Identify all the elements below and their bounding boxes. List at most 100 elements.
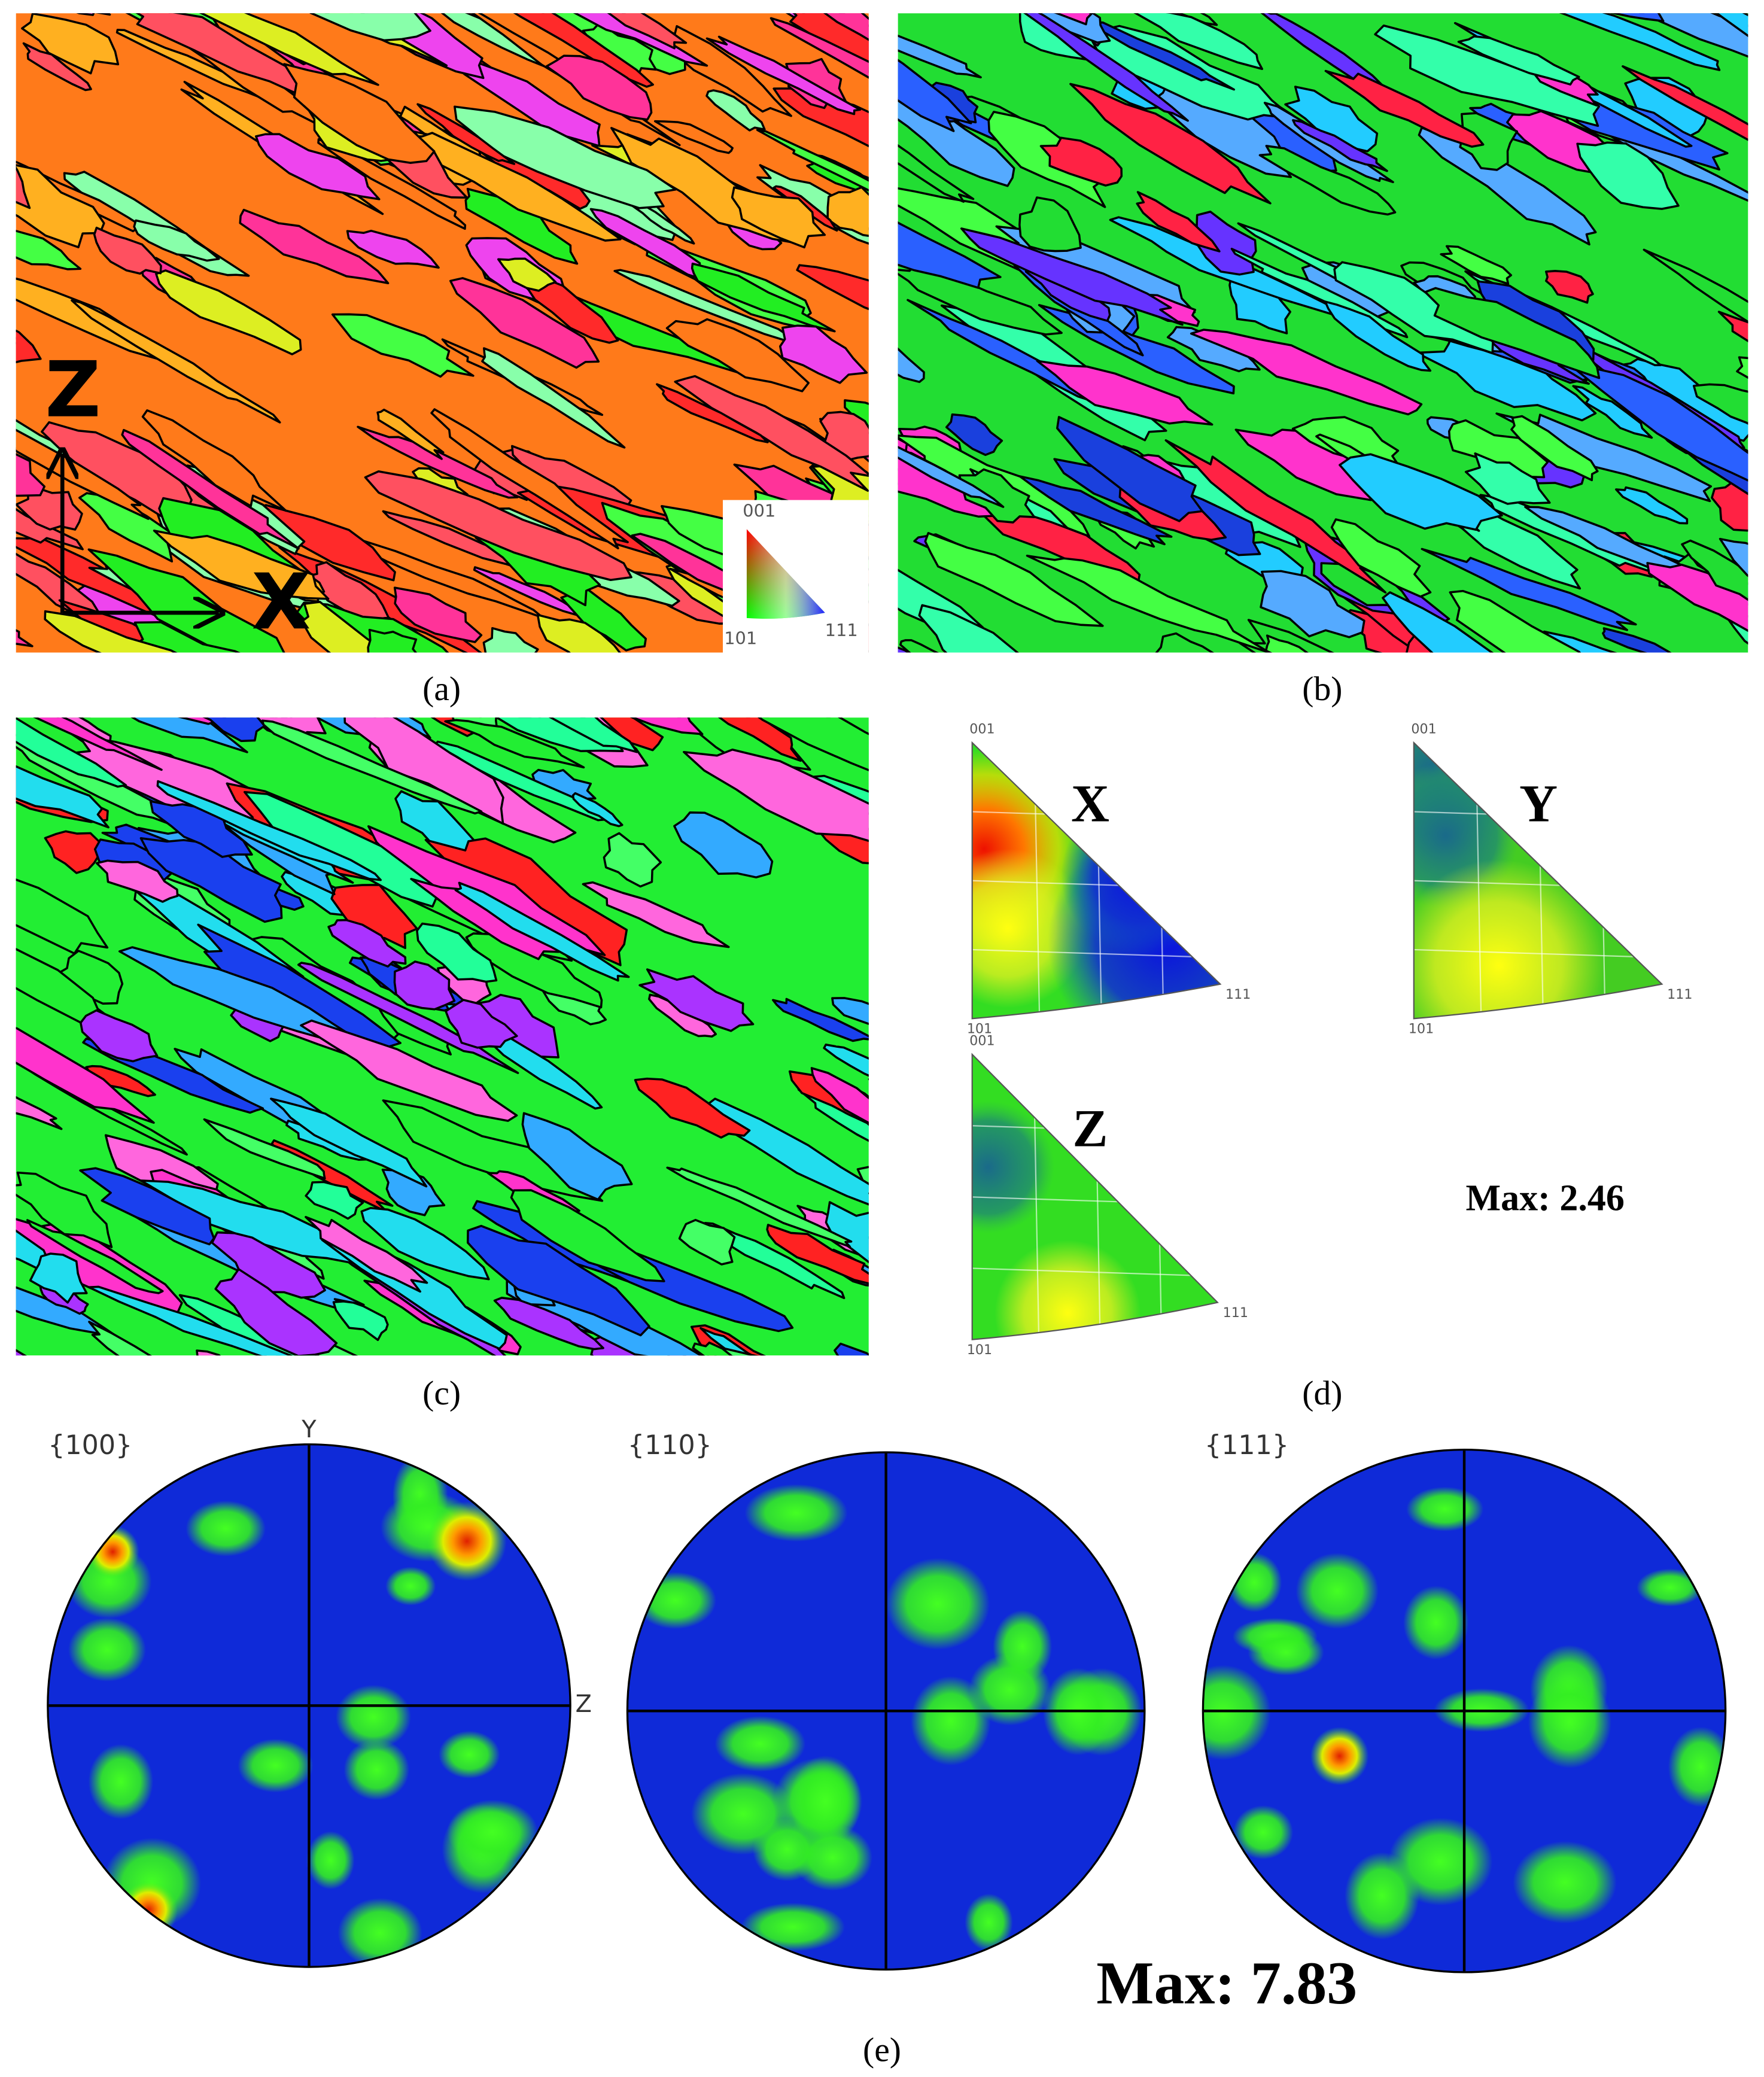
grain — [1545, 270, 1594, 304]
grain — [1023, 13, 1189, 122]
grain — [1153, 83, 1292, 178]
density-blob — [1513, 1841, 1617, 1924]
grain — [497, 257, 557, 292]
grain — [305, 1181, 364, 1220]
grain — [393, 586, 483, 643]
grain — [630, 717, 704, 735]
corner-label: 101 — [967, 1021, 992, 1036]
grain — [482, 627, 539, 653]
grain — [1715, 13, 1748, 38]
grain — [613, 269, 807, 348]
grain — [796, 264, 869, 311]
grain — [133, 219, 220, 262]
grain — [545, 54, 653, 121]
density-blob — [972, 1100, 1055, 1234]
grain — [705, 89, 766, 132]
density-blob — [965, 1893, 1013, 1951]
density-blob — [1413, 859, 1605, 1019]
grain — [16, 629, 34, 647]
grain — [376, 408, 445, 460]
grain — [16, 229, 82, 270]
grain — [756, 129, 869, 192]
density-blob — [68, 1617, 146, 1682]
grain — [603, 832, 662, 888]
grain — [1559, 13, 1721, 71]
grain — [416, 922, 498, 983]
grain — [1324, 300, 1432, 372]
grain — [732, 647, 754, 653]
grain — [214, 1268, 338, 1356]
grain — [1164, 439, 1387, 594]
orientation-map — [16, 717, 950, 1356]
grain — [656, 383, 769, 443]
grain — [196, 1349, 221, 1356]
grain — [300, 1019, 518, 1122]
grain — [481, 347, 626, 449]
grain — [521, 1112, 633, 1201]
grain — [78, 717, 91, 718]
grain — [283, 63, 436, 164]
grain — [44, 610, 178, 653]
grain — [899, 639, 939, 653]
ipf-outline — [971, 741, 1222, 1020]
grain — [1190, 329, 1423, 416]
grain — [444, 719, 585, 769]
grain — [16, 1349, 27, 1356]
grain — [548, 717, 638, 753]
grain — [202, 717, 266, 743]
grain — [416, 103, 516, 165]
grain — [305, 1216, 428, 1293]
density-blob — [343, 1739, 410, 1801]
density-blob — [1203, 1665, 1272, 1760]
plane-label: {110} — [628, 1430, 712, 1461]
grain — [16, 1027, 155, 1124]
grain — [454, 105, 677, 209]
grain — [255, 133, 381, 200]
grain — [430, 408, 629, 550]
grain — [139, 837, 283, 923]
grain — [607, 13, 688, 50]
grain — [898, 59, 972, 132]
grain — [510, 1189, 665, 1282]
grain — [772, 998, 869, 1042]
grain — [149, 800, 253, 858]
pole-figures: {100} Y Z {110} {111} — [47, 1416, 1727, 1973]
grain — [155, 269, 302, 355]
grain — [1646, 562, 1748, 632]
grain — [887, 1087, 950, 1126]
ipf-outline — [971, 1053, 1219, 1340]
grain — [692, 1341, 733, 1356]
grain — [691, 262, 836, 333]
grain — [473, 566, 583, 617]
key-triangle — [746, 529, 825, 619]
grain — [445, 0, 494, 5]
grain — [1018, 475, 1173, 546]
grain — [80, 1009, 159, 1063]
grain — [1464, 452, 1551, 505]
grain — [770, 17, 869, 79]
density-blob — [1295, 1553, 1379, 1629]
grain — [1510, 415, 1599, 482]
grain — [135, 13, 346, 114]
grain — [1622, 65, 1748, 141]
grain — [530, 1296, 703, 1356]
grain — [22, 42, 92, 92]
grain — [571, 792, 624, 828]
grain — [367, 628, 418, 653]
grain — [332, 1300, 389, 1342]
grain — [270, 1097, 428, 1188]
grain — [85, 1065, 156, 1097]
grain — [589, 208, 717, 284]
grain — [1018, 196, 1082, 253]
grain — [16, 329, 42, 364]
grain — [1330, 518, 1432, 598]
ipf-fill — [972, 1054, 1218, 1340]
density-blob — [1528, 1675, 1611, 1769]
ipf-outline — [1413, 741, 1663, 1020]
grain — [762, 717, 850, 732]
grain — [1155, 632, 1215, 653]
pole-figure: {111} — [1202, 1430, 1727, 1973]
grain — [673, 811, 774, 878]
grain — [1572, 385, 1653, 439]
grain — [582, 881, 730, 948]
